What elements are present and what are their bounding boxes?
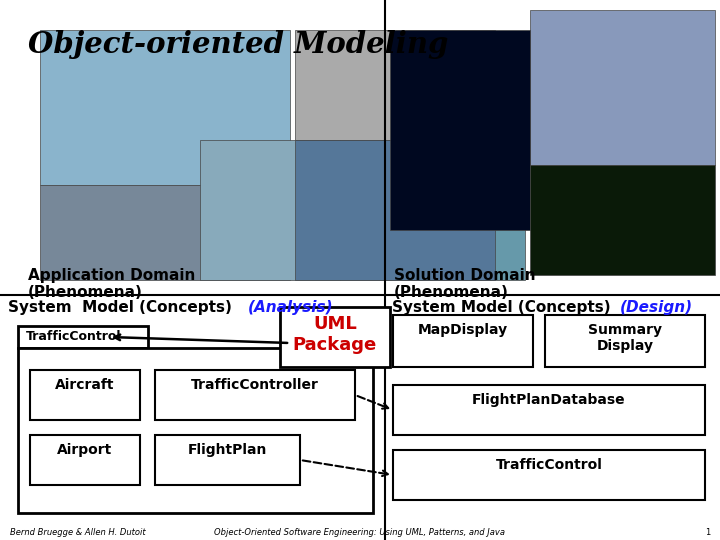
Bar <box>393 385 705 435</box>
Text: MapDisplay: MapDisplay <box>418 323 508 337</box>
Bar <box>280 307 390 367</box>
Text: TrafficControl: TrafficControl <box>495 458 603 472</box>
Bar <box>30 435 140 485</box>
Bar <box>295 30 495 140</box>
Bar <box>340 140 525 280</box>
Text: Object-Oriented Software Engineering: Using UML, Patterns, and Java: Object-Oriented Software Engineering: Us… <box>215 528 505 537</box>
Text: TrafficControl: TrafficControl <box>26 330 122 343</box>
Bar <box>155 370 355 420</box>
Text: Summary
Display: Summary Display <box>588 323 662 353</box>
Text: (Design): (Design) <box>620 300 693 315</box>
Bar <box>390 30 530 230</box>
Bar <box>393 315 533 367</box>
Bar <box>530 165 715 275</box>
Text: Application Domain
(Phenomena): Application Domain (Phenomena) <box>28 268 195 300</box>
Bar <box>200 140 340 280</box>
Bar <box>40 185 290 280</box>
Text: System Model (Concepts): System Model (Concepts) <box>392 300 611 315</box>
Bar <box>393 450 705 500</box>
Text: FlightPlan: FlightPlan <box>187 443 266 457</box>
Bar <box>295 140 495 280</box>
Bar <box>30 370 140 420</box>
Bar <box>155 435 300 485</box>
Text: System  Model (Concepts): System Model (Concepts) <box>8 300 232 315</box>
Text: Object-oriented Modeling: Object-oriented Modeling <box>28 30 449 59</box>
Text: FlightPlanDatabase: FlightPlanDatabase <box>472 393 626 407</box>
Text: Bernd Bruegge & Allen H. Dutoit: Bernd Bruegge & Allen H. Dutoit <box>10 528 145 537</box>
Bar <box>18 326 148 348</box>
Text: Aircraft: Aircraft <box>55 378 114 392</box>
Bar <box>545 315 705 367</box>
Text: Solution Domain
(Phenomena): Solution Domain (Phenomena) <box>394 268 536 300</box>
Text: 1: 1 <box>705 528 710 537</box>
Bar <box>530 10 715 165</box>
Bar <box>18 348 373 513</box>
Text: Airport: Airport <box>58 443 112 457</box>
Bar <box>40 30 290 185</box>
Text: TrafficController: TrafficController <box>191 378 319 392</box>
Text: (Analysis): (Analysis) <box>248 300 333 315</box>
Text: UML
Package: UML Package <box>293 315 377 354</box>
